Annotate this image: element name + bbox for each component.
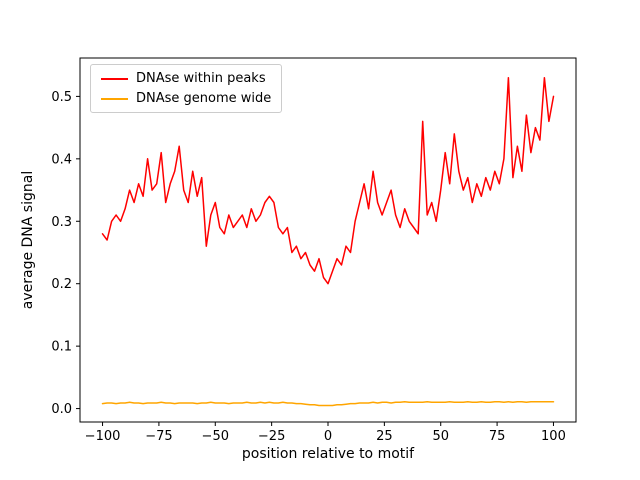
svg-text:0.5: 0.5	[51, 90, 72, 105]
y-axis-label: average DNA signal	[20, 170, 36, 310]
svg-text:0.3: 0.3	[51, 215, 72, 230]
svg-text:75: 75	[489, 429, 506, 444]
svg-text:0.2: 0.2	[51, 277, 72, 292]
legend-entry: DNAse within peaks	[101, 72, 271, 85]
legend-entry: DNAse genome wide	[101, 92, 271, 105]
svg-text:−25: −25	[258, 429, 285, 444]
legend-label: DNAse genome wide	[136, 91, 272, 106]
svg-text:0: 0	[324, 429, 332, 444]
legend-label: DNAse within peaks	[136, 71, 266, 86]
svg-text:0.4: 0.4	[51, 152, 72, 167]
svg-text:−50: −50	[202, 429, 229, 444]
legend: DNAse within peaks DNAse genome wide	[90, 64, 283, 113]
svg-text:−100: −100	[85, 429, 121, 444]
svg-text:25: 25	[376, 429, 393, 444]
orange-line-swatch-icon	[101, 97, 128, 100]
x-axis-label: position relative to motif	[241, 446, 415, 462]
svg-text:0.1: 0.1	[51, 340, 72, 355]
red-line-swatch-icon	[101, 77, 128, 80]
svg-text:50: 50	[432, 429, 449, 444]
svg-text:100: 100	[541, 429, 566, 444]
svg-text:0.0: 0.0	[51, 402, 72, 417]
svg-text:−75: −75	[145, 429, 172, 444]
